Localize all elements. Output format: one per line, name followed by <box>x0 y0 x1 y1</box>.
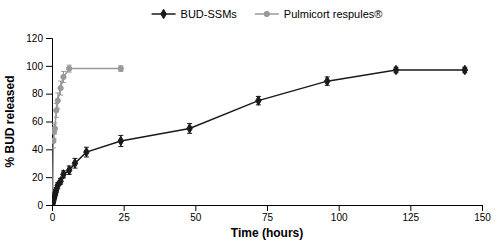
point <box>72 159 77 168</box>
y-axis-title: % BUD released <box>3 75 17 167</box>
axis-line <box>53 206 483 212</box>
tick-label: 40 <box>32 144 44 155</box>
point <box>393 65 398 74</box>
tick: 80 <box>32 88 52 99</box>
point <box>324 76 329 85</box>
tick-mark <box>46 94 52 95</box>
error-bar <box>67 166 72 174</box>
tick-label: 120 <box>26 33 43 44</box>
chart-container: 0 25 50 75 100 125 150 0 20 40 60 80 100 120 Time (hou… <box>0 0 500 243</box>
tick-label: 100 <box>331 212 348 223</box>
point <box>52 138 56 143</box>
tick-label: 150 <box>474 212 491 223</box>
point <box>84 147 89 156</box>
error-bar <box>118 135 123 146</box>
series <box>52 65 123 205</box>
tick-mark <box>124 205 125 211</box>
point <box>61 74 66 79</box>
error-bar <box>67 65 72 72</box>
tick: 0 <box>50 205 56 223</box>
error-bar <box>61 71 66 82</box>
tick-mark <box>267 205 268 211</box>
point <box>67 66 72 71</box>
tick-mark <box>46 38 52 39</box>
tick: 20 <box>32 172 52 183</box>
point <box>66 165 71 174</box>
x-axis: 0 25 50 75 100 125 150 <box>50 205 492 223</box>
tick-label: 125 <box>402 212 419 223</box>
tick-label: 0 <box>50 212 56 223</box>
tick-mark <box>46 149 52 150</box>
legend-marker <box>161 9 166 18</box>
point <box>61 170 66 179</box>
point <box>55 98 60 103</box>
series <box>52 65 468 205</box>
tick: 50 <box>190 205 202 223</box>
error-bar <box>52 124 57 138</box>
point <box>54 108 59 113</box>
tick-label: 50 <box>190 212 202 223</box>
tick-mark <box>339 205 340 211</box>
legend-item: Pulmicort respules® <box>255 8 383 20</box>
point <box>52 126 57 131</box>
error-bar <box>256 96 261 104</box>
tick-mark <box>195 205 196 211</box>
tick: 125 <box>402 205 419 223</box>
tick-mark <box>46 177 52 178</box>
y-axis: 0 20 40 60 80 100 120 <box>26 33 52 211</box>
error-bar <box>52 123 57 134</box>
point <box>256 96 261 105</box>
tick: 0 <box>37 200 52 211</box>
tick-mark <box>482 205 483 211</box>
tick: 120 <box>26 33 52 44</box>
tick: 100 <box>331 205 348 223</box>
tick: 75 <box>262 205 274 223</box>
tick-label: 60 <box>32 116 44 127</box>
error-bar <box>84 147 89 157</box>
axis-line <box>46 39 53 206</box>
chart: 0 25 50 75 100 125 150 0 20 40 60 80 100 120 Time (hou… <box>0 0 500 243</box>
tick-mark <box>410 205 411 211</box>
series-line <box>53 69 121 203</box>
tick-label: 25 <box>119 212 131 223</box>
legend-label: Pulmicort respules® <box>284 8 383 20</box>
tick: 60 <box>32 116 52 127</box>
error-bar <box>58 81 63 95</box>
point <box>118 136 123 145</box>
x-axis-title: Time (hours) <box>231 226 303 240</box>
legend-item: BUD-SSMs <box>152 8 238 20</box>
tick: 150 <box>474 205 491 223</box>
error-bar <box>72 158 77 168</box>
series-line <box>53 70 465 204</box>
point <box>58 85 63 90</box>
point <box>187 124 192 133</box>
tick-mark <box>46 122 52 123</box>
tick-label: 20 <box>32 172 44 183</box>
error-bar <box>187 124 192 134</box>
plot-area <box>52 65 468 205</box>
tick-label: 80 <box>32 88 44 99</box>
tick-label: 75 <box>262 212 274 223</box>
tick-mark <box>46 205 52 206</box>
legend-marker <box>264 11 269 16</box>
tick: 40 <box>32 144 52 155</box>
error-bar <box>118 66 123 72</box>
legend-label: BUD-SSMs <box>181 8 238 20</box>
point <box>118 66 123 71</box>
tick-label: 100 <box>26 61 43 72</box>
tick: 25 <box>119 205 131 223</box>
tick: 100 <box>26 61 52 72</box>
legend: BUD-SSMs Pulmicort respules® <box>152 8 383 20</box>
tick-label: 0 <box>37 200 43 211</box>
tick-mark <box>46 66 52 67</box>
error-bar <box>325 77 330 85</box>
point <box>462 65 467 74</box>
